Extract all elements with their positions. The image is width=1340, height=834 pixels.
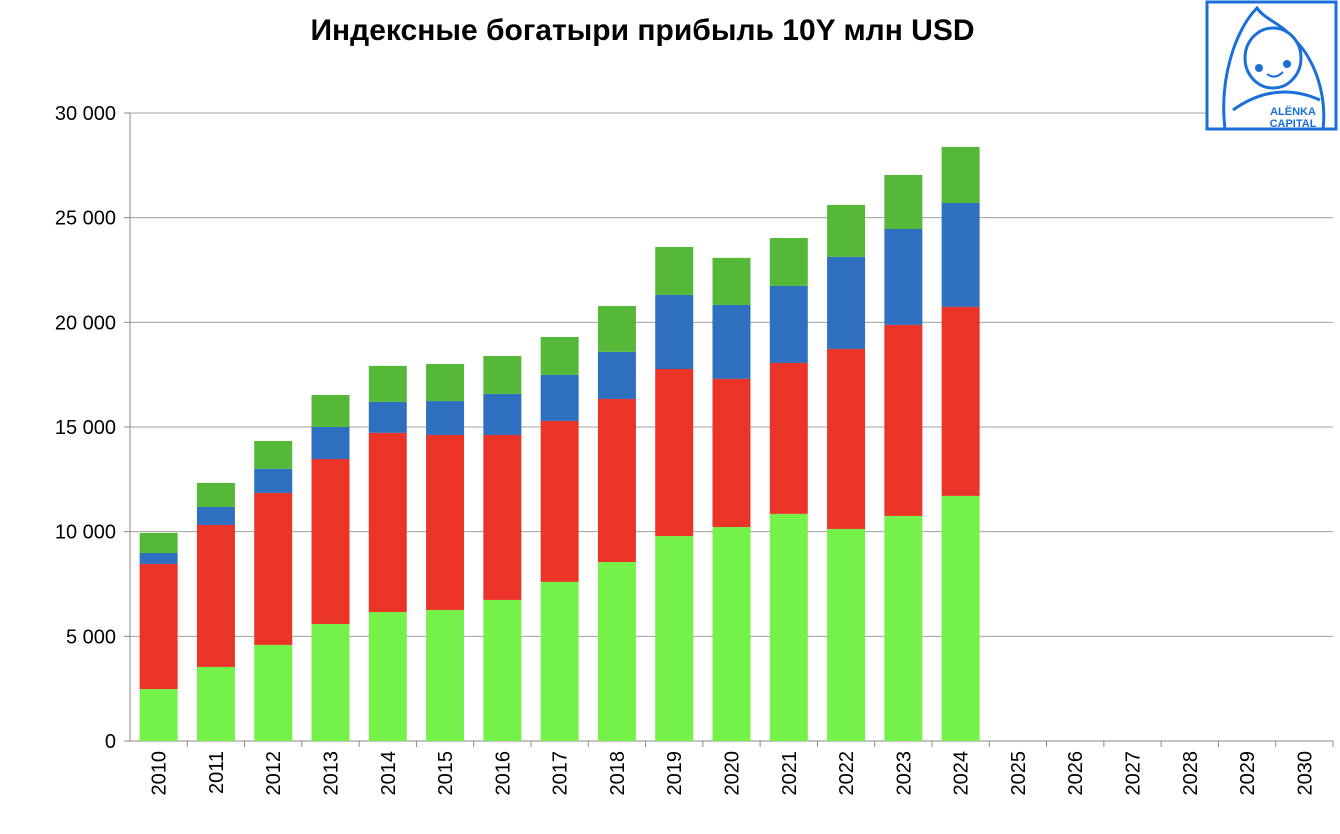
x-tick-label: 2011	[206, 751, 228, 794]
bar-segment-series-3	[139, 553, 178, 564]
x-tick-label: 2013	[321, 751, 343, 796]
svg-text:ALЁNKA: ALЁNKA	[1270, 105, 1316, 118]
x-tick-label: 2016	[492, 751, 514, 796]
bar-segment-series-4	[139, 532, 178, 554]
bar-segment-series-4	[712, 257, 751, 305]
y-tick-label: 0	[105, 731, 116, 753]
bar-segment-series-1	[540, 581, 579, 741]
x-tick-label: 2015	[435, 751, 457, 796]
bar-segment-series-4	[368, 365, 407, 402]
bar-segment-series-1	[368, 612, 407, 741]
bar-segment-series-2	[655, 369, 694, 537]
bar-segment-series-3	[769, 285, 808, 363]
x-tick-label: 2027	[1123, 751, 1145, 796]
bar-segment-series-3	[426, 401, 465, 435]
bar-segment-series-3	[655, 294, 694, 370]
x-tick-label: 2012	[263, 751, 285, 796]
bar-segment-series-1	[311, 623, 350, 741]
bar-segment-series-3	[368, 401, 407, 433]
bar-segment-series-4	[483, 356, 522, 394]
x-tick-label: 2014	[378, 751, 400, 796]
x-tick-label: 2018	[607, 751, 629, 796]
bar-segment-series-1	[196, 666, 235, 741]
bar-segment-series-1	[884, 515, 923, 741]
bar-segment-series-3	[827, 256, 866, 349]
bar-segment-series-1	[139, 689, 178, 741]
svg-text:CAPITAL: CAPITAL	[1270, 118, 1317, 130]
bar-segment-series-1	[597, 562, 636, 741]
x-tick-label: 2010	[149, 751, 171, 796]
x-tick-label: 2028	[1180, 751, 1202, 796]
bar-segment-series-4	[827, 204, 866, 257]
x-tick-label: 2020	[722, 751, 744, 796]
x-tick-label: 2026	[1065, 751, 1087, 796]
bar-segment-series-1	[769, 513, 808, 741]
bar-segment-series-1	[655, 536, 694, 741]
bar-segment-series-1	[254, 644, 293, 741]
x-tick-label: 2030	[1294, 751, 1316, 796]
bar-segment-series-2	[254, 492, 293, 645]
bar-segment-series-4	[884, 174, 923, 229]
bar-segment-series-3	[483, 393, 522, 435]
y-tick-label: 20 000	[55, 312, 116, 334]
bar-segment-series-4	[597, 306, 636, 352]
bar-segment-series-4	[941, 146, 980, 204]
bar-segment-series-3	[884, 228, 923, 325]
bar-segment-series-2	[540, 420, 579, 582]
bar-segment-series-2	[712, 378, 751, 528]
bar-segment-series-3	[311, 427, 350, 460]
bar-segment-series-2	[139, 563, 178, 690]
bar-segment-series-2	[483, 434, 522, 600]
bar-segment-series-1	[712, 527, 751, 741]
bar-segment-series-3	[941, 203, 980, 307]
bar-segment-series-3	[597, 351, 636, 399]
bar-segment-series-4	[196, 482, 235, 507]
bar-segment-series-2	[368, 432, 407, 613]
alenka-capital-logo: ALЁNKA CAPITAL	[1205, 0, 1338, 131]
bar-segment-series-4	[254, 441, 293, 469]
bar-segment-series-2	[941, 306, 980, 496]
bar-segment-series-2	[769, 362, 808, 514]
x-tick-label: 2019	[664, 751, 686, 796]
bar-segment-series-2	[311, 459, 350, 624]
x-tick-label: 2029	[1237, 751, 1259, 796]
y-tick-label: 25 000	[55, 208, 116, 230]
bar-segment-series-1	[827, 528, 866, 741]
bar-segment-series-4	[311, 394, 350, 427]
y-tick-label: 10 000	[55, 522, 116, 544]
bar-segment-series-2	[426, 434, 465, 610]
bar-segment-series-4	[769, 237, 808, 286]
x-tick-label: 2025	[1008, 751, 1030, 796]
x-tick-label: 2022	[836, 751, 858, 796]
bar-segment-series-4	[655, 246, 694, 295]
x-tick-label: 2017	[550, 751, 572, 796]
bar-segment-series-2	[827, 348, 866, 529]
bar-segment-series-4	[426, 363, 465, 402]
x-tick-label: 2023	[893, 751, 915, 796]
bar-segment-series-3	[196, 506, 235, 525]
bar-segment-series-3	[540, 374, 579, 421]
bar-segment-series-2	[597, 398, 636, 563]
bar-segment-series-2	[884, 324, 923, 516]
bar-segment-series-3	[254, 468, 293, 493]
y-tick-label: 5 000	[66, 626, 116, 648]
chart-title: Индексные богатыри прибыль 10Y млн USD	[310, 14, 975, 47]
y-tick-label: 15 000	[55, 417, 116, 439]
x-tick-label: 2024	[951, 751, 973, 796]
bar-segment-series-3	[712, 304, 751, 379]
bar-segment-series-4	[540, 336, 579, 375]
bar-segment-series-1	[426, 609, 465, 741]
bar-segment-series-1	[483, 599, 522, 741]
bar-segment-series-1	[941, 495, 980, 741]
x-tick-label: 2021	[779, 751, 801, 796]
bar-segment-series-2	[196, 524, 235, 667]
y-tick-label: 30 000	[55, 103, 116, 125]
